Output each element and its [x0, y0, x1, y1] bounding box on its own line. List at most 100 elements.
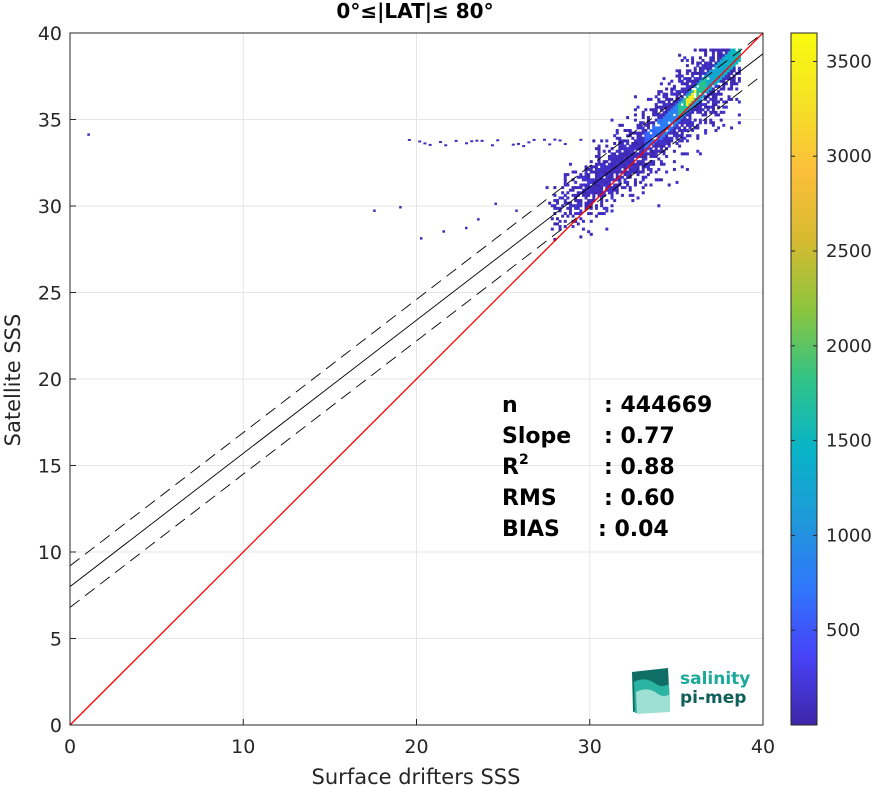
density-cell: [652, 149, 656, 153]
fit-line: [69, 53, 764, 587]
density-cell: [610, 188, 614, 192]
density-cell: [602, 162, 606, 166]
density-cell: [706, 61, 710, 65]
stat-value: : 0.60: [604, 486, 675, 511]
density-cell: [657, 167, 661, 171]
density-cell: [672, 87, 676, 91]
density-cell: [672, 84, 676, 88]
density-cell: [730, 69, 734, 73]
density-cell: [550, 217, 554, 221]
density-cell: [698, 71, 702, 75]
density-cell: [732, 82, 736, 86]
density-cell: [678, 126, 682, 130]
density-cell: [722, 123, 726, 127]
density-cell: [654, 131, 658, 135]
density-cell: [685, 152, 689, 156]
density-cell: [597, 180, 601, 184]
x-axis-ticks: 0 10 20 30 40: [64, 719, 775, 758]
density-cell: [613, 134, 617, 138]
density-cell: [652, 129, 656, 133]
density-cell: [633, 141, 637, 145]
density-cell: [701, 95, 705, 99]
density-cell: [730, 64, 734, 68]
density-cell: [667, 126, 671, 130]
density-cell: [701, 113, 705, 117]
density-cell: [571, 186, 575, 190]
density-cell: [641, 126, 645, 130]
density-cell: [646, 131, 650, 135]
density-cell: [724, 61, 728, 65]
density-cell: [680, 87, 684, 91]
density-cell: [685, 113, 689, 117]
density-cell: [600, 193, 604, 197]
density-cell: [685, 123, 689, 127]
density-cell: [633, 178, 637, 182]
density-cell: [618, 147, 622, 151]
density-cell: [698, 121, 702, 125]
density-cell: [631, 160, 635, 164]
density-cell: [639, 170, 643, 174]
density-cell: [587, 212, 591, 216]
density-cell: [649, 141, 653, 145]
density-cell: [678, 129, 682, 133]
density-cell: [574, 170, 578, 174]
density-cell: [727, 74, 731, 78]
density-cell: [636, 173, 640, 177]
density-cell: [704, 64, 708, 68]
density-cell: [680, 74, 684, 78]
density-cell: [649, 154, 653, 158]
density-cell: [587, 178, 591, 182]
density-cell: [566, 196, 570, 200]
density-cell: [665, 134, 669, 138]
density-cell: [592, 178, 596, 182]
density-cell: [574, 219, 578, 223]
density-cell: [706, 82, 710, 86]
density-cell: [685, 139, 689, 143]
density-cell: [579, 212, 583, 216]
density-cell: [589, 170, 593, 174]
density-cell: [639, 126, 643, 130]
density-cell: [636, 144, 640, 148]
density-cell: [704, 121, 708, 125]
density-cell: [678, 100, 682, 104]
density-cell: [568, 209, 572, 213]
density-cell: [704, 129, 708, 133]
density-cell: [610, 186, 614, 190]
density-cell: [665, 154, 669, 158]
density-cell: [571, 214, 575, 218]
density-cell: [628, 154, 632, 158]
density-cell: [553, 222, 557, 226]
density-cell: [636, 154, 640, 158]
density-cell: [730, 82, 734, 86]
density-cell: [628, 131, 632, 135]
density-cell: [665, 108, 669, 112]
density-cell: [610, 173, 614, 177]
density-cell: [672, 105, 676, 109]
density-cell: [597, 193, 601, 197]
density-cell: [737, 77, 741, 81]
density-cell: [644, 131, 648, 135]
density-cell: [654, 118, 658, 122]
density-cell: [665, 97, 669, 101]
density-cell: [644, 147, 648, 151]
density-cell: [636, 139, 640, 143]
logo-text-salinity: salinity: [680, 669, 750, 689]
density-cell: [735, 61, 739, 65]
density-cell: [737, 51, 741, 55]
density-cell: [675, 113, 679, 117]
density-cell: [714, 79, 718, 83]
density-cell: [641, 157, 645, 161]
density-cell: [722, 100, 726, 104]
density-cell: [610, 154, 614, 158]
density-cell: [568, 212, 572, 216]
density-cell: [670, 108, 674, 112]
density-cell: [652, 152, 656, 156]
density-cell: [649, 167, 653, 171]
density-cell: [691, 92, 695, 96]
density-cell: [649, 162, 653, 166]
density-outlier: [87, 133, 90, 136]
density-cell: [613, 152, 617, 156]
stat-label: RMS: [502, 486, 557, 511]
density-cell: [646, 134, 650, 138]
density-cell: [714, 64, 718, 68]
